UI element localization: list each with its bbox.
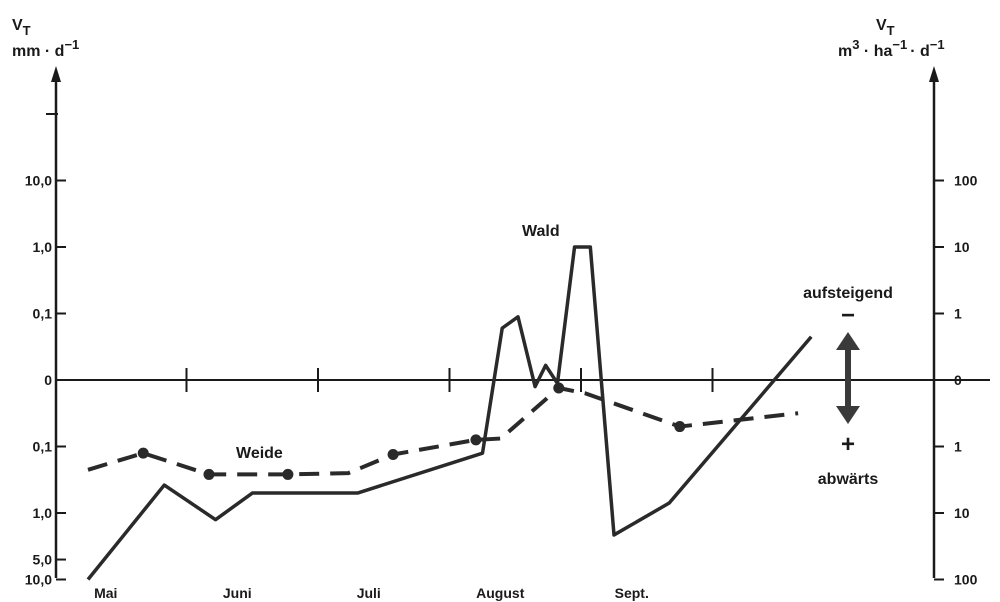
month-label: Sept. xyxy=(615,585,649,601)
annotation-up-label: aufsteigend xyxy=(803,285,893,302)
annotation-down-label: abwärts xyxy=(818,471,879,488)
left-tick-label: 0 xyxy=(44,372,52,388)
annotation-down-symbol: + xyxy=(841,431,855,458)
left-tick-label: 10,0 xyxy=(25,572,52,588)
series-marker-weide xyxy=(674,421,686,433)
right-axis-arrow xyxy=(929,66,939,82)
annotation-double-arrow xyxy=(836,332,860,424)
right-tick-label: 1 xyxy=(954,306,962,322)
right-tick-label: 100 xyxy=(954,173,978,189)
month-label: Juni xyxy=(223,585,252,601)
series-label-wald: Wald xyxy=(522,223,560,240)
x-axis-month-labels: Mai Juni Juli August Sept. xyxy=(94,585,649,601)
series-label-weide: Weide xyxy=(236,445,283,462)
right-tick-label: 1 xyxy=(954,439,962,455)
left-tick-label: 0,1 xyxy=(33,306,53,322)
series-marker-weide xyxy=(470,434,482,446)
left-tick-label: 0,1 xyxy=(33,439,53,455)
series-line-wald xyxy=(86,245,813,581)
right-tick-label: 10 xyxy=(954,239,970,255)
left-axis-unit: mm · d−1 xyxy=(12,37,79,60)
left-tick-label: 1,0 xyxy=(33,505,53,521)
right-axis-unit: m3 · ha−1 · d−1 xyxy=(838,37,945,60)
left-axis-arrow xyxy=(51,66,61,82)
month-label: Mai xyxy=(94,585,117,601)
right-tick-label: 100 xyxy=(954,572,978,588)
left-axis-ticks: 10,0 1,0 0,1 0 0,1 1,0 5,0 10,0 xyxy=(25,113,66,588)
series-layer xyxy=(86,245,813,581)
left-axis-title: VT xyxy=(12,17,31,38)
series-marker-weide xyxy=(203,468,215,480)
right-tick-label: 0 xyxy=(954,372,962,388)
month-label: August xyxy=(476,585,525,601)
series-marker-weide xyxy=(282,468,294,480)
left-tick-label: 1,0 xyxy=(33,239,53,255)
series-marker-weide xyxy=(137,447,149,459)
x-axis-ticks xyxy=(185,368,714,392)
annotation-up-symbol: − xyxy=(841,302,855,329)
month-label: Juli xyxy=(357,585,381,601)
series-marker-weide xyxy=(387,448,399,460)
left-tick-label: 5,0 xyxy=(33,552,53,568)
right-axis-title: VT xyxy=(876,17,895,38)
series-marker-weide xyxy=(553,382,565,394)
series-line-weide xyxy=(87,385,799,477)
left-tick-label: 10,0 xyxy=(25,173,52,189)
right-tick-label: 10 xyxy=(954,505,970,521)
